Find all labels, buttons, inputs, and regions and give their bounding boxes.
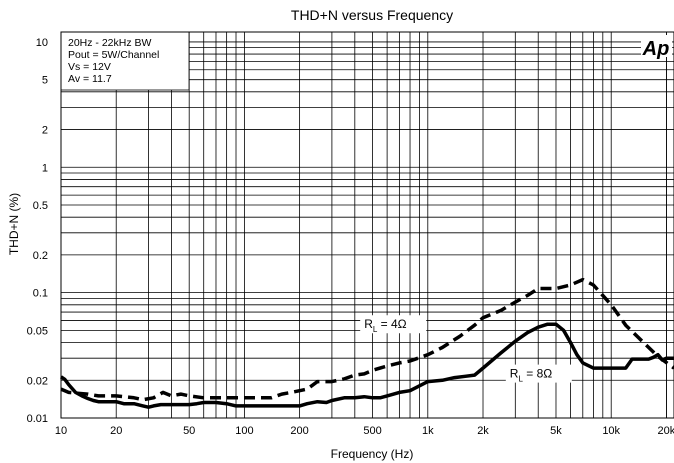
- x-tick-label: 100: [235, 425, 253, 437]
- y-tick-label: 0.5: [33, 200, 48, 212]
- y-axis-label: THD+N (%): [7, 193, 21, 255]
- condition-text: Av = 11.7: [68, 73, 112, 85]
- y-tick-label: 5: [42, 75, 48, 87]
- series-label: RL = 4Ω: [364, 317, 406, 334]
- grid: [60, 32, 674, 419]
- chart-title: THD+N versus Frequency: [291, 7, 453, 23]
- series-label-background: [360, 315, 427, 334]
- ap-logo: Ap: [642, 38, 670, 60]
- x-tick-label: 20k: [658, 425, 674, 437]
- condition-text: 20Hz - 22kHz BW: [68, 37, 152, 49]
- y-tick-label: 2: [42, 125, 48, 137]
- condition-text: Pout = 5W/Channel: [68, 49, 159, 61]
- series-line: [60, 277, 674, 402]
- series-label: RL = 8Ω: [510, 367, 552, 384]
- x-tick-label: 500: [363, 425, 381, 437]
- x-tick-label: 20: [110, 425, 122, 437]
- condition-text: Vs = 12V: [68, 61, 111, 73]
- y-tick-label: 0.1: [33, 288, 48, 300]
- x-axis-label: Frequency (Hz): [331, 447, 414, 461]
- tick-labels: 10 20 50 100 200 500 1k 2k 5k 10k 20k 0.01 0.02 0.05 0…: [27, 37, 674, 437]
- series-label-background: [505, 364, 572, 383]
- y-tick-label: 0.2: [33, 250, 48, 262]
- ap-logo-background: [641, 35, 672, 57]
- x-tick-label: 200: [290, 425, 308, 437]
- x-tick-label: 5k: [550, 425, 562, 437]
- x-tick-label: 10: [55, 425, 67, 437]
- plot-frame: [60, 31, 674, 419]
- y-tick-label: 0.05: [27, 325, 48, 337]
- y-tick-label: 10: [36, 37, 48, 49]
- x-tick-label: 1k: [422, 425, 434, 437]
- series-line: [60, 322, 674, 409]
- conditions-box: [60, 31, 190, 91]
- x-tick-label: 50: [183, 425, 195, 437]
- x-tick-label: 2k: [477, 425, 489, 437]
- x-tick-label: 10k: [602, 425, 620, 437]
- y-tick-label: 0.02: [27, 375, 48, 387]
- y-tick-label: 1: [42, 162, 48, 174]
- series: [60, 277, 674, 409]
- y-tick-label: 0.01: [27, 413, 48, 425]
